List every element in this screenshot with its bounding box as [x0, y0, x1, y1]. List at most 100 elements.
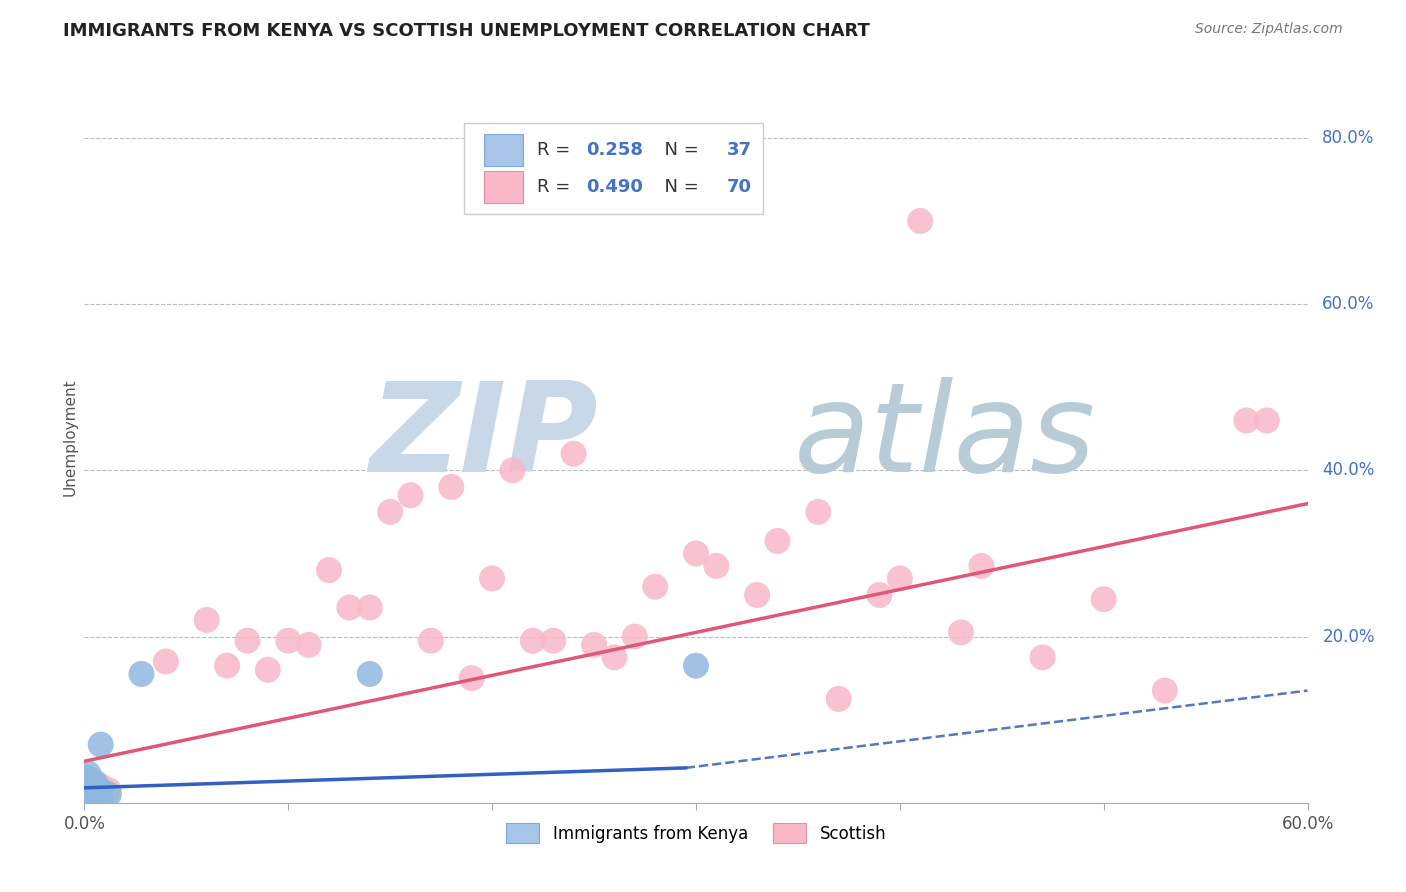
Point — [79, 779, 101, 793]
Point — [685, 658, 707, 673]
Point — [257, 663, 280, 677]
Point — [83, 783, 105, 797]
Point — [77, 783, 100, 797]
Point — [562, 447, 585, 461]
Y-axis label: Unemployment: Unemployment — [62, 378, 77, 496]
Point — [75, 779, 97, 793]
Point — [77, 779, 100, 793]
Point — [79, 788, 101, 802]
Point — [79, 775, 101, 789]
Point — [807, 505, 830, 519]
Point — [766, 533, 789, 548]
Point — [79, 775, 101, 789]
Legend: Immigrants from Kenya, Scottish: Immigrants from Kenya, Scottish — [499, 817, 893, 849]
Point — [79, 783, 101, 797]
Point — [685, 546, 707, 560]
Point — [131, 667, 153, 681]
Point — [440, 480, 463, 494]
Point — [522, 633, 544, 648]
Point — [910, 214, 932, 228]
Point — [1032, 650, 1054, 665]
Point — [75, 779, 97, 793]
Text: 0.258: 0.258 — [586, 141, 643, 159]
Text: IMMIGRANTS FROM KENYA VS SCOTTISH UNEMPLOYMENT CORRELATION CHART: IMMIGRANTS FROM KENYA VS SCOTTISH UNEMPL… — [63, 22, 870, 40]
Point — [399, 488, 422, 502]
Point — [461, 671, 484, 685]
Point — [75, 783, 97, 797]
Point — [502, 463, 524, 477]
Point — [380, 505, 402, 519]
Point — [75, 775, 97, 789]
Point — [318, 563, 340, 577]
Point — [75, 771, 97, 785]
Point — [869, 588, 891, 602]
Point — [236, 633, 259, 648]
Point — [1154, 683, 1177, 698]
Point — [77, 775, 100, 789]
Point — [75, 775, 97, 789]
Text: R =: R = — [537, 141, 576, 159]
Point — [644, 580, 666, 594]
Text: 0.490: 0.490 — [586, 178, 643, 195]
Point — [82, 788, 104, 802]
Point — [86, 779, 108, 793]
Point — [75, 788, 97, 802]
Bar — [484, 134, 523, 166]
Point — [75, 775, 97, 789]
Point — [1256, 413, 1278, 427]
Point — [543, 633, 565, 648]
Point — [83, 775, 105, 789]
Point — [75, 783, 97, 797]
Point — [77, 788, 100, 802]
Text: 37: 37 — [727, 141, 752, 159]
Text: atlas: atlas — [794, 376, 1095, 498]
Point — [77, 779, 100, 793]
Point — [75, 783, 97, 797]
Point — [970, 558, 993, 573]
Point — [706, 558, 728, 573]
Point — [79, 783, 101, 797]
Point — [79, 775, 101, 789]
Bar — [484, 170, 523, 202]
Point — [90, 783, 112, 797]
Point — [75, 771, 97, 785]
Point — [79, 783, 101, 797]
Point — [359, 600, 381, 615]
Point — [75, 779, 97, 793]
Point — [97, 783, 120, 797]
Point — [79, 783, 101, 797]
Text: Source: ZipAtlas.com: Source: ZipAtlas.com — [1195, 22, 1343, 37]
Text: N =: N = — [654, 178, 704, 195]
Text: N =: N = — [654, 141, 704, 159]
Point — [298, 638, 321, 652]
Point — [86, 779, 108, 793]
Point — [77, 775, 100, 789]
Point — [82, 788, 104, 802]
Point — [583, 638, 606, 652]
Text: R =: R = — [537, 178, 576, 195]
Point — [77, 775, 100, 789]
Point — [79, 783, 101, 797]
Point — [217, 658, 239, 673]
Point — [1236, 413, 1258, 427]
Text: 70: 70 — [727, 178, 752, 195]
Text: 60.0%: 60.0% — [1322, 295, 1375, 313]
Point — [1092, 592, 1115, 607]
Point — [77, 779, 100, 793]
Text: 40.0%: 40.0% — [1322, 461, 1375, 479]
Point — [359, 667, 381, 681]
Text: ZIP: ZIP — [370, 376, 598, 498]
FancyBboxPatch shape — [464, 122, 763, 214]
Point — [155, 655, 177, 669]
Point — [889, 571, 911, 585]
Point — [195, 613, 218, 627]
Point — [75, 783, 97, 797]
Point — [277, 633, 299, 648]
Point — [77, 766, 100, 780]
Point — [77, 779, 100, 793]
Point — [90, 779, 112, 793]
Point — [77, 779, 100, 793]
Point — [481, 571, 503, 585]
Point — [77, 775, 100, 789]
Point — [83, 788, 105, 802]
